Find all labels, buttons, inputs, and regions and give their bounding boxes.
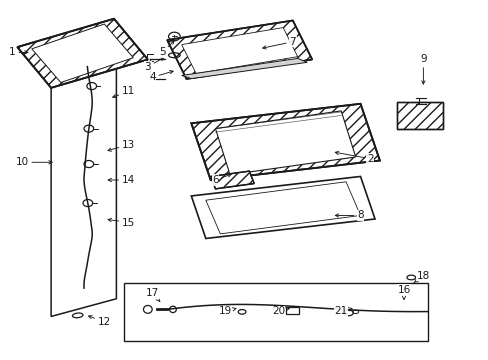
Text: 11: 11 <box>112 86 135 98</box>
Bar <box>285 307 299 314</box>
Polygon shape <box>32 24 133 82</box>
Text: 6: 6 <box>212 174 231 185</box>
Text: 10: 10 <box>16 157 52 167</box>
Polygon shape <box>167 21 311 79</box>
Text: 15: 15 <box>108 217 135 228</box>
Text: 21: 21 <box>334 306 351 316</box>
Text: 4: 4 <box>149 71 173 82</box>
Text: 5: 5 <box>159 41 174 57</box>
Text: 19: 19 <box>218 306 236 316</box>
Polygon shape <box>181 58 307 78</box>
Text: 16: 16 <box>397 285 410 300</box>
Text: 12: 12 <box>88 316 111 327</box>
Text: 9: 9 <box>419 54 426 84</box>
Text: 3: 3 <box>144 58 163 72</box>
Polygon shape <box>210 171 254 189</box>
Text: 2: 2 <box>335 151 373 164</box>
Polygon shape <box>51 49 116 316</box>
Text: 20: 20 <box>271 306 288 316</box>
Polygon shape <box>191 176 374 238</box>
Polygon shape <box>191 104 379 180</box>
FancyBboxPatch shape <box>396 102 442 129</box>
Polygon shape <box>205 182 360 234</box>
Text: 1: 1 <box>9 48 28 57</box>
Text: 8: 8 <box>335 211 363 220</box>
Polygon shape <box>17 19 147 88</box>
Polygon shape <box>215 111 355 175</box>
Text: 7: 7 <box>262 37 296 49</box>
Text: 17: 17 <box>146 288 160 301</box>
Text: 14: 14 <box>108 175 135 185</box>
Bar <box>123 283 427 341</box>
Polygon shape <box>181 28 297 74</box>
Text: 18: 18 <box>413 271 429 283</box>
Text: 13: 13 <box>108 140 135 151</box>
